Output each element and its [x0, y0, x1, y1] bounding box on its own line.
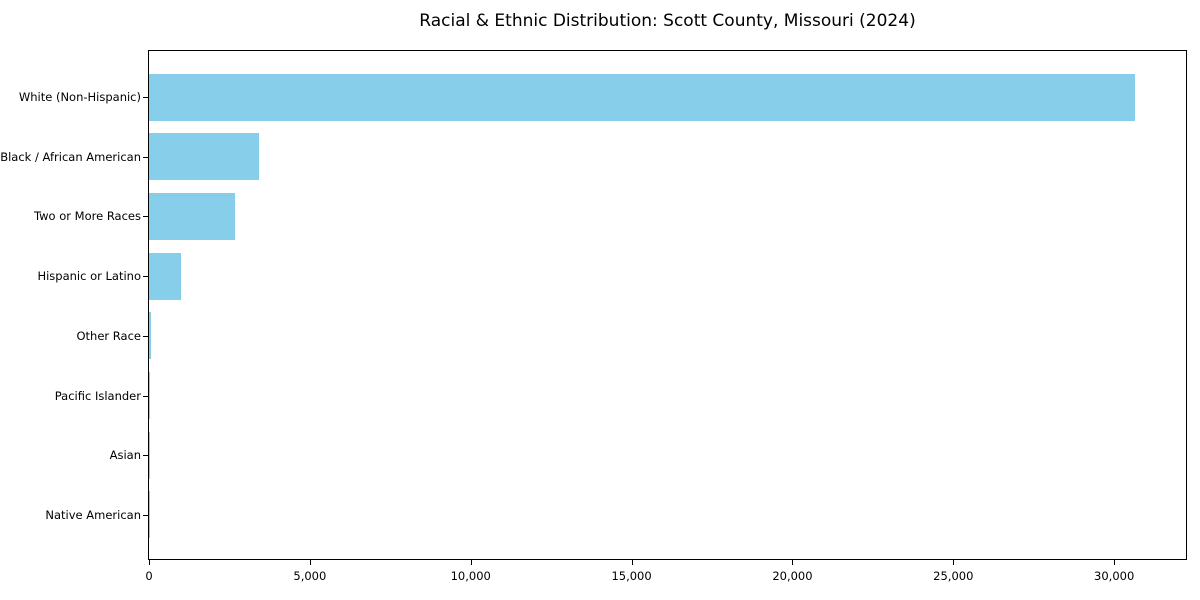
x-tick-mark: [631, 560, 633, 565]
y-axis-label: Hispanic or Latino: [37, 269, 141, 284]
y-axis-label: Pacific Islander: [54, 388, 141, 403]
x-tick-label: 25,000: [933, 569, 974, 583]
x-tick-mark: [1114, 560, 1116, 565]
bar-pacific-islander: [149, 372, 151, 420]
y-tick-mark: [143, 276, 148, 278]
x-tick-label: 20,000: [772, 569, 813, 583]
y-axis-label: Native American: [45, 507, 141, 522]
x-tick-label: 30,000: [1094, 569, 1135, 583]
chart-title: Racial & Ethnic Distribution: Scott Coun…: [419, 11, 916, 31]
y-axis-label: Black / African American: [0, 149, 141, 164]
y-tick-mark: [143, 335, 148, 337]
x-tick-label: 10,000: [450, 569, 491, 583]
plot-area: [148, 50, 1187, 560]
x-tick-label: 0: [145, 569, 153, 583]
y-tick-mark: [143, 97, 148, 98]
y-tick-mark: [143, 395, 148, 397]
bar-white-non-hispanic-: [149, 73, 1136, 121]
bar-hispanic-or-latino: [149, 252, 181, 300]
x-tick-mark: [309, 560, 311, 565]
x-tick-label: 15,000: [611, 569, 652, 583]
y-axis-label: Two or More Races: [34, 209, 141, 224]
y-axis-label: Asian: [109, 448, 141, 463]
y-tick-mark: [143, 156, 148, 158]
bar-black-african-american: [149, 133, 260, 181]
y-tick-mark: [143, 514, 148, 516]
y-tick-mark: [143, 455, 148, 457]
x-tick-label: 5,000: [293, 569, 327, 583]
x-tick-mark: [470, 560, 472, 565]
bar-two-or-more-races: [149, 192, 235, 240]
y-tick-mark: [143, 216, 148, 218]
y-axis-label: White (Non-Hispanic): [18, 90, 141, 104]
x-tick-mark: [792, 560, 794, 565]
x-tick-mark: [953, 560, 955, 565]
x-tick-mark: [149, 560, 150, 565]
y-axis-label: Other Race: [76, 328, 142, 343]
bar-asian: [149, 431, 150, 479]
bar-other-race: [149, 312, 151, 360]
